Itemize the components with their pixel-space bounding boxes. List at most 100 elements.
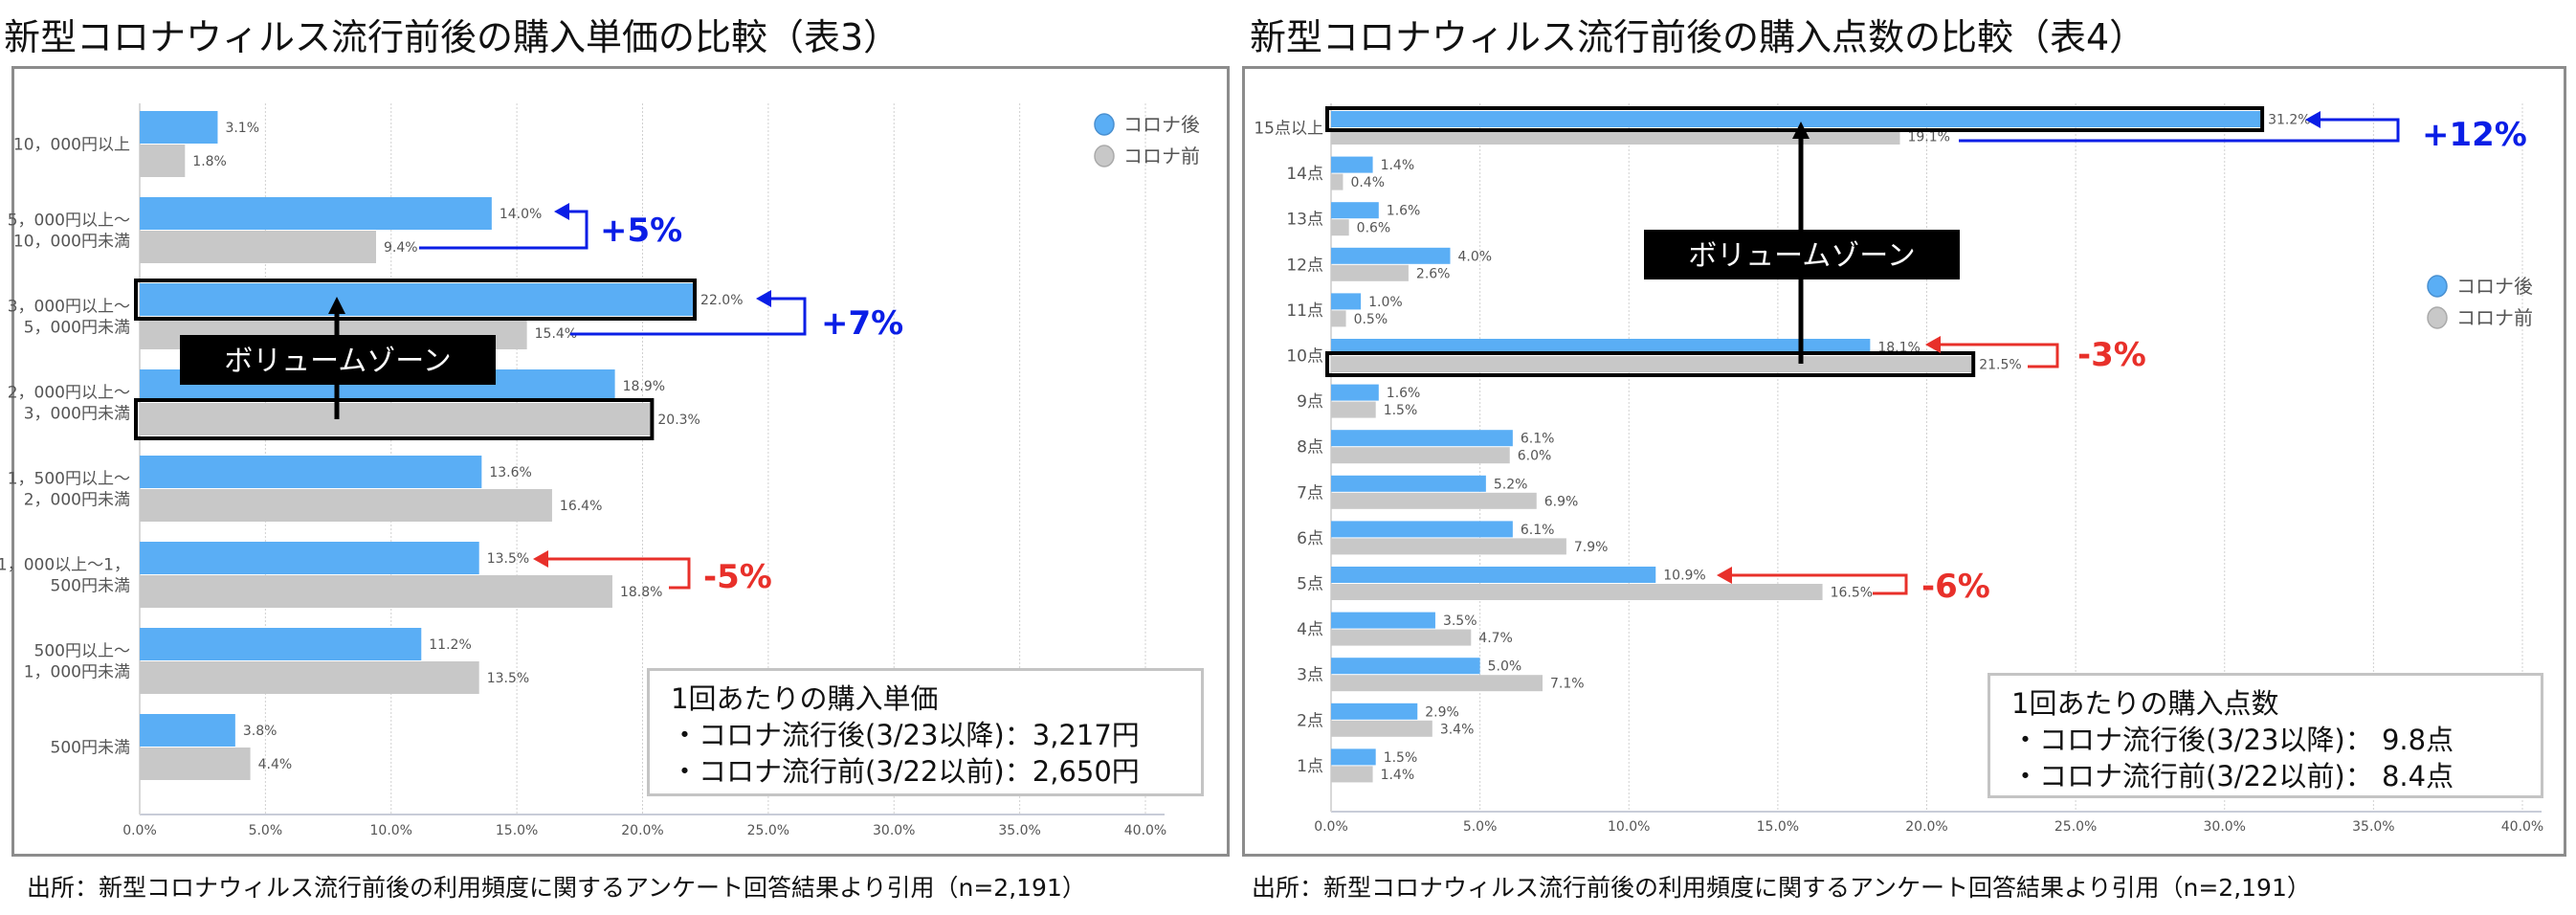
category-label: 500円以上～ xyxy=(34,642,130,661)
info-box-right: 1回あたりの購入点数 ・コロナ流行後(3/23以降)： 9.8点 ・コロナ流行前… xyxy=(1988,673,2543,798)
data-label: 11.2% xyxy=(429,637,471,653)
x-tick-label: 35.0% xyxy=(998,823,1040,838)
x-tick-label: 20.0% xyxy=(1905,819,1947,835)
data-label: 16.4% xyxy=(560,499,602,514)
bar-before xyxy=(1331,264,1409,281)
change-label: -5% xyxy=(703,558,772,596)
data-label: 15.4% xyxy=(535,326,577,342)
data-label: 0.5% xyxy=(1354,312,1388,327)
data-label: 6.9% xyxy=(1544,494,1579,509)
volume-zone-highlight xyxy=(1325,106,2265,132)
legend-after-marker xyxy=(1094,113,1115,136)
change-label: +7% xyxy=(821,304,903,343)
data-label: 6.0% xyxy=(1518,449,1552,464)
category-label: 6点 xyxy=(1297,529,1323,548)
legend-label: コロナ前 xyxy=(1123,145,1200,167)
chart-panel-left xyxy=(11,66,1230,857)
info-box-left: 1回あたりの購入単価 ・コロナ流行後(3/23以降)：3,217円 ・コロナ流行… xyxy=(647,668,1204,796)
change-label: +5% xyxy=(600,212,682,250)
volume-zone-highlight xyxy=(134,398,655,440)
bar-before xyxy=(140,489,552,522)
data-label: 3.4% xyxy=(1440,722,1475,737)
bar-before xyxy=(1331,356,1972,372)
x-tick-label: 35.0% xyxy=(2352,819,2394,835)
chart-title-left: 新型コロナウィルス流行前後の購入単価の比較（表3） xyxy=(4,16,900,58)
data-label: 9.4% xyxy=(384,240,418,256)
x-tick-label: 0.0% xyxy=(122,823,157,838)
category-label: 10，000円未満 xyxy=(13,233,130,252)
change-label: +12% xyxy=(2422,116,2527,154)
category-label: 5点 xyxy=(1297,575,1323,594)
bar-before xyxy=(140,748,251,780)
data-label: 13.6% xyxy=(489,465,531,480)
chart-title-right: 新型コロナウィルス流行前後の購入点数の比較（表4） xyxy=(1250,16,2146,58)
bar-after xyxy=(140,283,694,316)
category-label: 3，000円以上～ xyxy=(8,298,130,317)
data-label: 10.9% xyxy=(1663,569,1705,584)
category-label: 11点 xyxy=(1286,301,1323,321)
bar-before xyxy=(1331,766,1373,783)
data-label: 1.5% xyxy=(1384,750,1418,766)
bar-after xyxy=(1331,156,1373,173)
bar-before xyxy=(1331,538,1566,555)
x-tick-label: 20.0% xyxy=(621,823,663,838)
data-label: 1.8% xyxy=(192,154,227,169)
arrow-left-icon xyxy=(1925,336,1941,353)
bar-before xyxy=(1331,173,1344,190)
x-tick-label: 5.0% xyxy=(249,823,283,838)
info-title: 1回あたりの購入単価 xyxy=(671,682,939,715)
volume-zone-box xyxy=(180,335,496,385)
bar-after xyxy=(1331,475,1486,492)
bar-before xyxy=(1331,401,1376,418)
bar-before xyxy=(1331,675,1543,692)
category-label: 3点 xyxy=(1297,666,1323,685)
data-label: 18.8% xyxy=(620,585,662,600)
volume-zone-label: ボリュームゾーン xyxy=(224,345,452,378)
data-label: 6.1% xyxy=(1521,432,1555,447)
data-label: 19.1% xyxy=(1907,130,1949,145)
x-tick-label: 10.0% xyxy=(1608,819,1650,835)
data-label: 18.9% xyxy=(623,379,665,394)
data-label: 5.0% xyxy=(1488,659,1522,675)
data-label: 4.0% xyxy=(1458,249,1493,264)
bar-before xyxy=(1331,720,1432,737)
category-label: 10点 xyxy=(1286,347,1323,367)
info-line-after: ・コロナ流行後(3/23以降)：3,217円 xyxy=(671,719,1140,751)
category-label: 8点 xyxy=(1297,438,1323,458)
bar-before xyxy=(1331,219,1349,236)
bar-after xyxy=(140,628,422,660)
bar-after xyxy=(140,111,218,144)
legend-label: コロナ後 xyxy=(2456,275,2533,298)
data-label: 1.4% xyxy=(1381,158,1415,173)
change-bracket xyxy=(1939,343,2059,368)
data-label: 3.8% xyxy=(243,724,278,739)
arrow-left-icon xyxy=(554,203,569,220)
x-tick-label: 0.0% xyxy=(1314,819,1348,835)
legend-before-marker xyxy=(2427,306,2448,329)
category-label: 500円未満 xyxy=(51,739,130,758)
chart-panel-right xyxy=(1242,66,2566,857)
info-line-before: ・コロナ流行前(3/22以前)： 8.4点 xyxy=(2011,760,2454,792)
change-label: -3% xyxy=(2077,336,2146,374)
data-label: 5.2% xyxy=(1494,477,1528,492)
legend-label: コロナ後 xyxy=(1123,113,1200,136)
data-label: 7.1% xyxy=(1550,677,1585,692)
x-tick-label: 25.0% xyxy=(2054,819,2097,835)
data-label: 13.5% xyxy=(487,551,529,567)
data-label: 3.1% xyxy=(225,121,259,136)
bar-after xyxy=(1331,612,1435,629)
bar-after xyxy=(1331,703,1418,720)
source-note-right: 出所：新型コロナウィルス流行前後の利用頻度に関するアンケート回答結果より引用（n… xyxy=(1252,874,2311,902)
bar-before xyxy=(140,403,651,435)
category-label: 7点 xyxy=(1297,483,1323,502)
bar-before xyxy=(1331,584,1823,600)
bar-after xyxy=(1331,430,1513,447)
data-label: 2.9% xyxy=(1425,704,1459,720)
data-label: 22.0% xyxy=(700,293,743,308)
category-label: 2，000円未満 xyxy=(24,491,130,510)
change-bracket xyxy=(570,297,807,336)
data-label: 0.6% xyxy=(1357,221,1391,236)
info-title: 1回あたりの購入点数 xyxy=(2011,687,2279,720)
data-label: 16.5% xyxy=(1831,586,1873,601)
